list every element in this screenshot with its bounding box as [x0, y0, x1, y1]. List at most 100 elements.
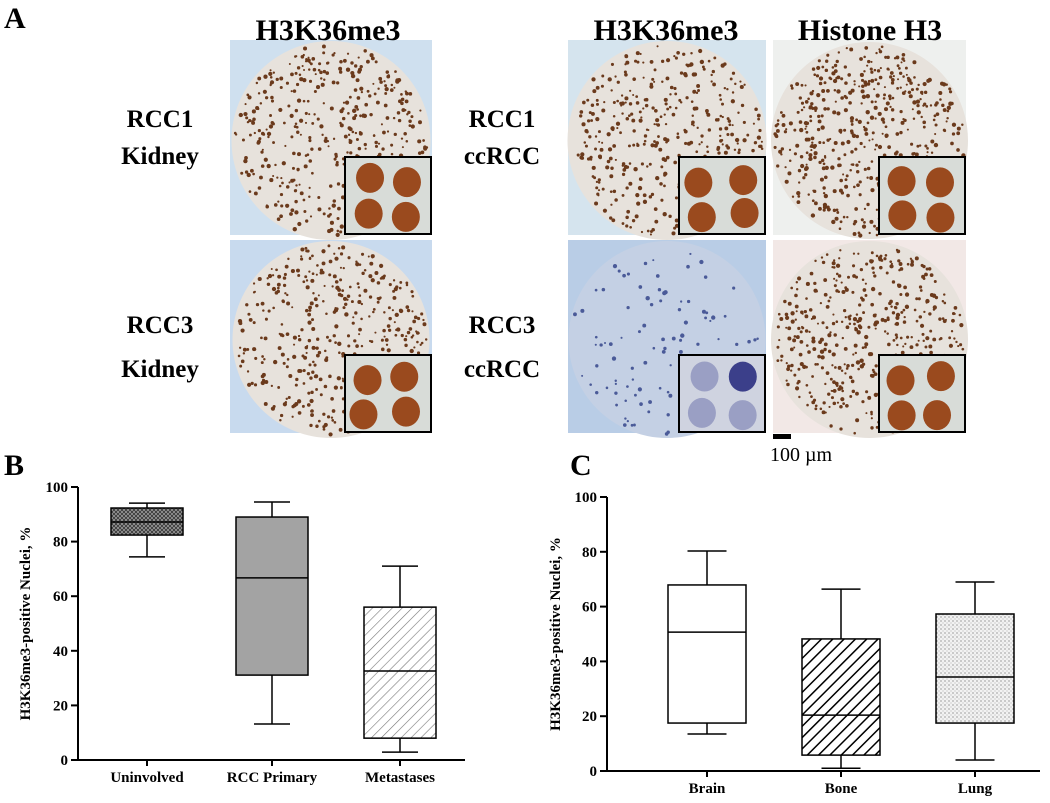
nucleus — [888, 97, 892, 101]
nucleus — [717, 151, 721, 155]
nucleus — [821, 410, 826, 415]
nucleus — [911, 108, 914, 111]
nucleus — [324, 136, 328, 140]
nucleus — [787, 336, 792, 341]
nucleus — [917, 297, 921, 301]
nucleus — [647, 129, 650, 132]
nucleus — [311, 345, 316, 350]
nucleus — [627, 144, 631, 148]
nucleus — [811, 375, 814, 378]
x-tick-label: Bone — [825, 781, 858, 797]
nucleus — [376, 281, 381, 285]
nucleus — [351, 130, 355, 134]
nucleus — [321, 249, 326, 254]
nucleus — [233, 131, 237, 135]
nucleus — [858, 193, 862, 197]
nucleus — [424, 338, 428, 341]
nucleus — [852, 317, 858, 322]
nucleus — [398, 308, 404, 314]
nucleus — [839, 220, 843, 224]
nucleus — [891, 96, 895, 100]
nucleus — [420, 312, 424, 316]
nucleus — [716, 145, 721, 150]
nucleus — [300, 328, 304, 332]
nucleus — [685, 96, 689, 100]
nucleus — [798, 395, 801, 399]
nucleus — [800, 310, 804, 314]
nucleus — [592, 89, 597, 94]
nucleus — [875, 208, 879, 211]
nucleus — [638, 110, 642, 114]
nucleus — [929, 292, 934, 297]
inset-nucleus — [730, 198, 759, 229]
histology-image — [771, 240, 968, 438]
nucleus — [853, 80, 856, 83]
nucleus — [662, 291, 667, 296]
inset-nucleus — [728, 400, 757, 431]
nucleus — [819, 177, 824, 182]
nucleus — [914, 152, 919, 157]
nucleus — [262, 89, 267, 94]
nucleus — [818, 160, 822, 165]
nucleus — [636, 201, 641, 206]
nucleus — [902, 345, 905, 348]
nucleus — [838, 257, 841, 260]
nucleus — [928, 344, 933, 349]
nucleus — [810, 317, 813, 321]
nucleus — [348, 95, 352, 99]
nucleus — [339, 123, 344, 128]
box — [667, 584, 747, 724]
nucleus — [869, 115, 875, 120]
nucleus — [829, 296, 832, 299]
nucleus — [408, 327, 413, 331]
nucleus — [293, 343, 296, 346]
nucleus — [892, 75, 895, 78]
nucleus — [833, 284, 837, 288]
nucleus — [335, 232, 340, 237]
nucleus — [694, 106, 699, 111]
nucleus — [689, 62, 694, 67]
nucleus — [899, 267, 904, 271]
nucleus — [635, 193, 640, 198]
nucleus — [266, 282, 271, 287]
nucleus — [809, 115, 813, 118]
nucleus — [795, 386, 800, 391]
nucleus — [804, 127, 807, 130]
nucleus — [312, 292, 315, 295]
nucleus — [244, 103, 247, 106]
nucleus — [295, 82, 300, 87]
nucleus — [884, 306, 888, 311]
nucleus — [286, 302, 290, 305]
nucleus — [927, 267, 932, 271]
nucleus — [666, 430, 670, 434]
nucleus — [797, 276, 802, 281]
nucleus — [595, 98, 599, 102]
nucleus — [832, 72, 835, 76]
nucleus — [357, 299, 362, 304]
nucleus — [941, 317, 945, 320]
nucleus — [659, 182, 663, 186]
nucleus — [307, 338, 312, 343]
nucleus — [683, 320, 688, 325]
nucleus — [814, 404, 818, 408]
nucleus — [916, 103, 920, 108]
nucleus — [248, 118, 252, 123]
nucleus — [863, 127, 868, 132]
nucleus — [594, 147, 598, 151]
nucleus — [294, 108, 299, 113]
nucleus — [310, 278, 315, 283]
nucleus — [861, 346, 865, 350]
nucleus — [328, 207, 331, 210]
nucleus — [334, 152, 338, 157]
nucleus — [934, 123, 938, 127]
nucleus — [372, 310, 375, 314]
nucleus — [353, 88, 358, 92]
nucleus — [405, 91, 409, 96]
nucleus — [776, 345, 780, 349]
nucleus — [780, 153, 783, 156]
nucleus — [880, 45, 884, 49]
nucleus — [821, 260, 826, 265]
nucleus — [840, 397, 845, 402]
nucleus — [804, 99, 809, 104]
nucleus — [819, 302, 823, 305]
